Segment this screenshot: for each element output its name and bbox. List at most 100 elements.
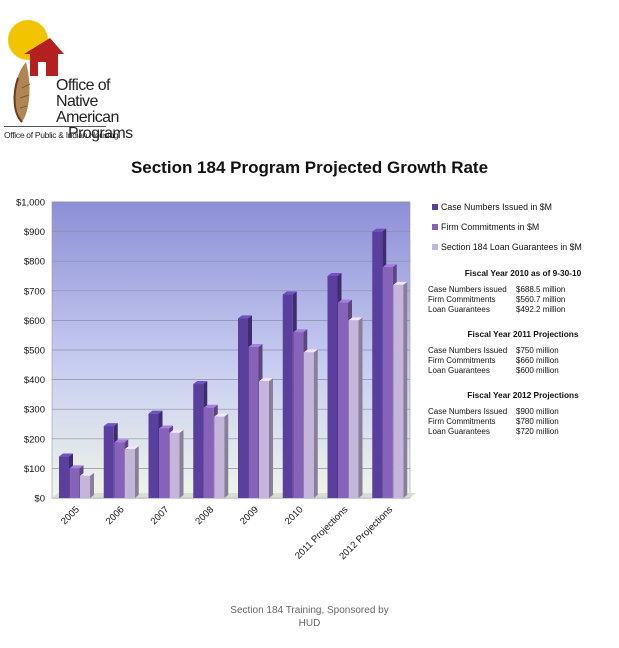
notes-label: Loan Guarantees bbox=[428, 305, 490, 314]
bar-side bbox=[179, 429, 184, 498]
bar-side bbox=[313, 349, 318, 498]
bar bbox=[69, 468, 80, 498]
bar bbox=[169, 432, 180, 498]
bar bbox=[372, 231, 383, 498]
bar bbox=[238, 318, 248, 498]
notes-value: $600 million bbox=[516, 366, 559, 375]
notes-block-2011: Fiscal Year 2011 Projections Case Number… bbox=[428, 329, 618, 376]
fiscal-notes: Fiscal Year 2010 as of 9-30-10 Case Numb… bbox=[428, 268, 618, 451]
notes-label: Firm Commitments bbox=[428, 356, 496, 365]
notes-row: Firm Commitments $660 million bbox=[428, 356, 618, 366]
y-tick-label: $0 bbox=[34, 494, 45, 505]
legend-label: Section 184 Loan Guarantees in $M bbox=[441, 242, 582, 252]
bar-top bbox=[103, 423, 118, 427]
notes-row: Loan Guarantees $492.2 million bbox=[428, 305, 618, 315]
bar bbox=[103, 426, 114, 498]
bar-side bbox=[134, 446, 139, 498]
bar-top bbox=[259, 378, 273, 382]
notes-label: Loan Guarantees bbox=[428, 427, 490, 436]
notes-row: Loan Guarantees $720 million bbox=[428, 427, 618, 437]
notes-label: Loan Guarantees bbox=[428, 366, 490, 375]
bar bbox=[159, 428, 169, 498]
bar bbox=[393, 284, 404, 498]
x-tick-label: 2006 bbox=[104, 504, 127, 527]
notes-value: $492.2 million bbox=[516, 305, 566, 314]
logo-subtitle: Office of Public & Indian Housing bbox=[4, 130, 119, 140]
notes-label: Firm Commitments bbox=[428, 417, 496, 426]
bar-top bbox=[159, 425, 173, 429]
bar-top bbox=[148, 410, 163, 414]
notes-block-2010: Fiscal Year 2010 as of 9-30-10 Case Numb… bbox=[428, 268, 618, 315]
bar-side bbox=[224, 413, 229, 498]
notes-row: Firm Commitments $560.7 million bbox=[428, 295, 618, 305]
footer-line-2: HUD bbox=[298, 618, 321, 629]
notes-row: Case Numbers Issued $900 million bbox=[428, 407, 618, 417]
y-tick-label: $1,000 bbox=[16, 198, 45, 209]
bar-top bbox=[293, 329, 308, 333]
y-tick-label: $400 bbox=[24, 375, 45, 386]
bar-side bbox=[269, 378, 273, 498]
bar bbox=[282, 294, 293, 498]
bar-top bbox=[327, 273, 342, 276]
bar bbox=[114, 442, 125, 498]
logo-line-3: Programs bbox=[68, 125, 133, 142]
legend-label: Case Numbers Issued in $M bbox=[441, 202, 552, 212]
bar-top bbox=[214, 413, 229, 417]
plot-floor bbox=[52, 493, 416, 498]
notes-header: Fiscal Year 2011 Projections bbox=[467, 329, 579, 339]
y-tick-label: $800 bbox=[24, 257, 45, 268]
bar bbox=[348, 320, 359, 498]
bar-top bbox=[69, 465, 84, 469]
notes-row: Case Numbers issued $688.5 million bbox=[428, 285, 618, 295]
legend-swatch bbox=[432, 204, 438, 210]
logo: Office of Native American Programs bbox=[4, 18, 133, 143]
notes-block-2012: Fiscal Year 2012 Projections Case Number… bbox=[428, 390, 618, 437]
y-tick-label: $900 bbox=[24, 227, 45, 238]
notes-value: $750 million bbox=[516, 346, 559, 355]
bar bbox=[148, 413, 159, 498]
notes-value: $688.5 million bbox=[516, 285, 566, 294]
x-tick-label: 2008 bbox=[193, 504, 216, 527]
bar-top bbox=[238, 315, 252, 319]
notes-label: Firm Commitments bbox=[428, 295, 496, 304]
bar-top bbox=[203, 404, 218, 408]
bar-chart: $0 $100 $200 $300 $400 $500 $600 $700 $800 $900 $1… bbox=[16, 198, 582, 563]
y-tick-label: $200 bbox=[24, 434, 45, 445]
x-tick-label: 2005 bbox=[59, 504, 82, 527]
y-tick-label: $700 bbox=[24, 286, 45, 297]
bar-top bbox=[124, 446, 139, 450]
bar bbox=[327, 276, 338, 498]
legend-swatch bbox=[432, 224, 438, 230]
bar bbox=[382, 267, 393, 498]
bar bbox=[303, 352, 314, 498]
bar-top bbox=[372, 228, 387, 232]
bar bbox=[214, 416, 225, 498]
notes-value: $720 million bbox=[516, 427, 559, 436]
notes-header: Fiscal Year 2010 as of 9-30-10 bbox=[464, 268, 582, 278]
notes-row: Case Numbers Issued $750 million bbox=[428, 346, 618, 356]
legend-swatch bbox=[432, 244, 438, 250]
notes-row: Loan Guarantees $600 million bbox=[428, 366, 618, 376]
bar bbox=[248, 347, 259, 498]
chart-title: Section 184 Program Projected Growth Rat… bbox=[130, 158, 489, 177]
bar-top bbox=[393, 281, 408, 285]
bar-top bbox=[338, 299, 352, 303]
legend-label: Firm Commitments in $M bbox=[441, 222, 539, 232]
notes-label: Case Numbers Issued bbox=[428, 407, 508, 416]
bar-top bbox=[80, 472, 94, 476]
x-tick-label: 2007 bbox=[149, 504, 172, 527]
logo-line-2: Native American bbox=[56, 93, 119, 126]
house-feather-logo-icon bbox=[8, 20, 64, 123]
bar bbox=[259, 381, 269, 498]
bar-top bbox=[382, 264, 397, 268]
logo-line-1: Office of bbox=[56, 77, 110, 94]
bar bbox=[59, 456, 69, 498]
bar bbox=[80, 475, 90, 498]
bar-top bbox=[59, 453, 73, 457]
y-tick-label: $300 bbox=[24, 405, 45, 416]
footer-line-1: Section 184 Training, Sponsored by bbox=[230, 605, 389, 616]
notes-label: Case Numbers Issued bbox=[428, 346, 508, 355]
bar bbox=[293, 332, 304, 498]
bar bbox=[338, 302, 348, 498]
x-tick-label: 2009 bbox=[238, 504, 261, 527]
